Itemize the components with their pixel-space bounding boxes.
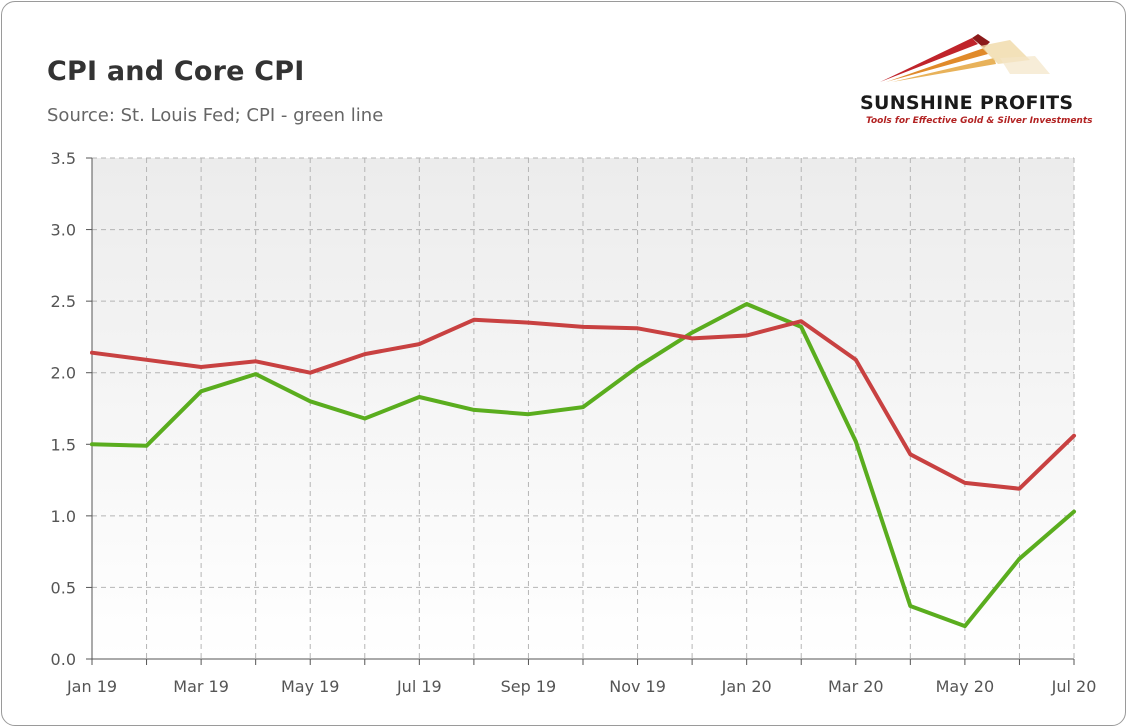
x-axis-ticks: Jan 19 Mar 19 May 19 Jul 19 Sep 19 Nov 19 Jan … xyxy=(66,659,1096,696)
x-tick-label: Jul 19 xyxy=(396,677,442,696)
x-tick-label: May 20 xyxy=(936,677,995,696)
logo-tagline: Tools for Effective Gold & Silver Invest… xyxy=(866,116,1093,126)
series-line-1 xyxy=(90,302,1076,629)
y-tick-label: 1.0 xyxy=(51,507,76,526)
x-tick-label: Jan 19 xyxy=(66,677,117,696)
y-tick-label: 2.5 xyxy=(51,292,76,311)
y-tick-label: 3.0 xyxy=(51,221,76,240)
x-tick-label: Mar 20 xyxy=(828,677,884,696)
y-tick-label: 0.0 xyxy=(51,650,76,669)
logo-name: SUNSHINE PROFITS xyxy=(860,92,1074,114)
y-tick-label: 0.5 xyxy=(51,578,76,597)
y-tick-label: 1.5 xyxy=(51,435,76,454)
sunshine-profits-logo: SUNSHINE PROFITS Tools for Effective Gol… xyxy=(860,30,1093,130)
x-tick-label: Jul 20 xyxy=(1051,677,1097,696)
y-tick-label: 2.0 xyxy=(51,364,76,383)
x-tick-label: Nov 19 xyxy=(609,677,666,696)
y-tick-label: 3.5 xyxy=(51,149,76,168)
x-tick-label: Jan 20 xyxy=(721,677,772,696)
logo-rays-icon xyxy=(880,34,1050,82)
x-tick-label: Mar 19 xyxy=(173,677,229,696)
series-line-2 xyxy=(90,317,1076,491)
chart-subtitle: Source: St. Louis Fed; CPI - green line xyxy=(47,105,384,126)
grid-lines xyxy=(91,157,1075,660)
series-lines xyxy=(90,302,1076,629)
x-tick-label: Sep 19 xyxy=(501,677,557,696)
x-tick-label: May 19 xyxy=(281,677,340,696)
y-axis-ticks: 0.0 0.5 1.0 1.5 2.0 2.5 3.0 3.5 xyxy=(51,149,92,669)
chart-title: CPI and Core CPI xyxy=(47,56,305,87)
